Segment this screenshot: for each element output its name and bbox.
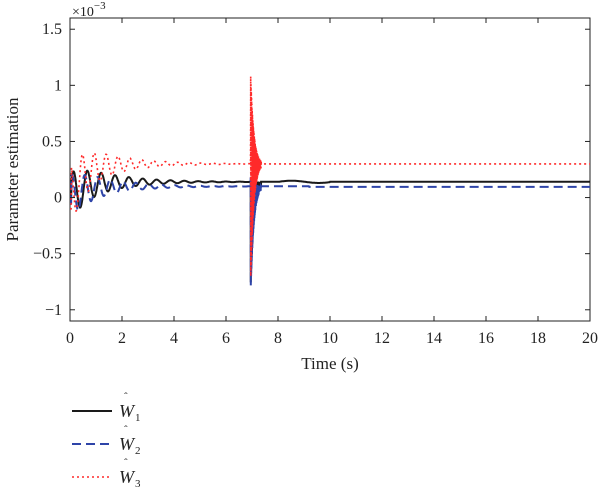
legend-entry-3: W3ˆ: [72, 457, 141, 490]
x-tick-label: 6: [222, 330, 230, 347]
legend-entry-1: W1ˆ: [72, 391, 141, 424]
y-tick-label: 0: [54, 190, 62, 207]
x-tick-label: 2: [118, 330, 126, 347]
y-axis-title: Parameter estimation: [3, 97, 22, 241]
y-exponent-power: −3: [94, 0, 106, 12]
y-tick-label: 1.5: [42, 21, 62, 38]
y-tick-label: 1: [54, 77, 62, 94]
x-axis-title: Time (s): [301, 354, 358, 373]
x-tick-label: 20: [582, 330, 598, 347]
x-tick-label: 12: [374, 330, 390, 347]
x-tick-label: 0: [66, 330, 74, 347]
legend-hat-2: ˆ: [124, 424, 128, 436]
legend-hat-1: ˆ: [124, 391, 128, 403]
y-exponent-base: ×10: [72, 5, 94, 20]
y-tick-label: −0.5: [33, 246, 62, 263]
y-tick-label: −1: [45, 302, 62, 319]
legend-label-2: W2: [119, 434, 141, 457]
plot-area-frame: [69, 17, 591, 322]
x-tick-label: 16: [478, 330, 494, 347]
axes-layer: 0 2 4 6 8 10 12 14 16 18 20 −1 −0.5 0 0.5 1 1.5: [33, 18, 598, 347]
x-tick-label: 14: [426, 330, 442, 347]
x-tick-label: 8: [274, 330, 282, 347]
y-tick-label: 0.5: [42, 133, 62, 150]
x-tick-label: 10: [322, 330, 338, 347]
legend-entry-2: W2ˆ: [72, 424, 141, 457]
series-line-1: [70, 169, 590, 283]
y-axis-exponent: ×10−3: [72, 0, 106, 20]
legend-hat-3: ˆ: [124, 457, 128, 469]
series-layer: [70, 76, 590, 286]
x-tick-label: 4: [170, 330, 178, 347]
series-line-2: [70, 173, 590, 286]
series-line-3: [70, 76, 590, 277]
legend-label-3: W3: [119, 467, 141, 490]
legend-label-1: W1: [119, 401, 141, 424]
x-tick-label: 18: [530, 330, 546, 347]
